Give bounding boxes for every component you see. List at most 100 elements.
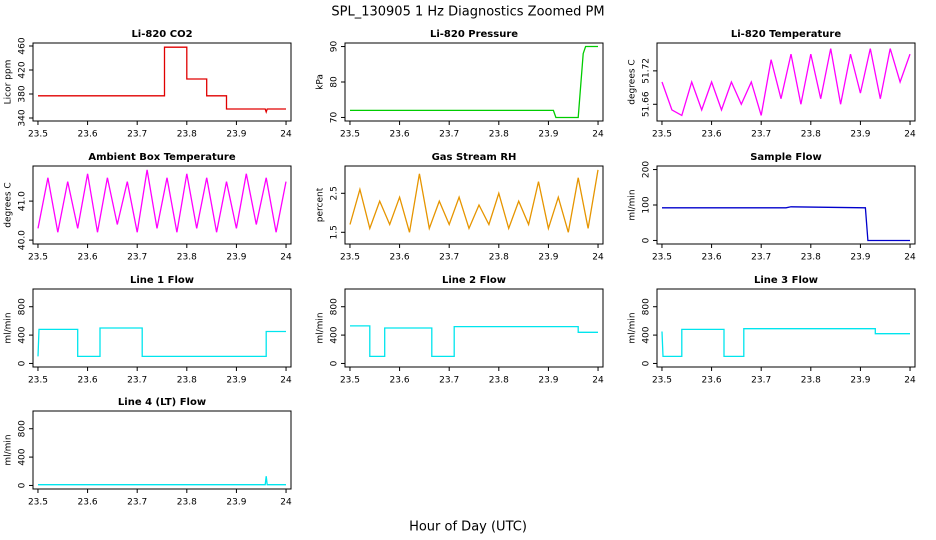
x-axis-label: Hour of Day (UTC) (409, 520, 527, 535)
y-axis-label: kPa (316, 74, 326, 90)
panel-title: Line 3 Flow (754, 275, 818, 286)
x-tick-label: 23.9 (226, 498, 246, 508)
panel-title: Line 2 Flow (442, 275, 506, 286)
y-axis-label: Licor ppm (4, 60, 14, 105)
x-tick-label: 23.5 (652, 376, 672, 386)
y-tick-label: 1.5 (330, 225, 340, 239)
x-tick-label: 24 (280, 130, 292, 140)
y-tick-label: 460 (18, 37, 28, 54)
x-tick-label: 23.5 (28, 253, 48, 263)
x-tick-label: 24 (592, 253, 604, 263)
y-axis-label: ml/min (628, 189, 638, 220)
x-tick-label: 23.5 (340, 130, 360, 140)
x-tick-label: 23.9 (850, 253, 870, 263)
plot-frame (344, 42, 604, 122)
x-tick-label: 23.8 (801, 376, 821, 386)
y-tick-label: 40.0 (18, 230, 28, 250)
plot-frame (344, 288, 604, 368)
y-tick-label: 0 (330, 360, 340, 366)
x-tick-label: 23.9 (850, 130, 870, 140)
data-line (661, 328, 910, 358)
x-tick-label: 24 (280, 253, 292, 263)
y-tick-label: 51.66 (642, 91, 652, 117)
y-axis-label: ml/min (316, 312, 326, 343)
panel-title: Line 4 (LT) Flow (118, 397, 206, 408)
panel-title: Sample Flow (750, 152, 822, 163)
plot-frame (32, 42, 292, 122)
y-tick-label: 400 (642, 326, 652, 343)
y-tick-label: 800 (18, 298, 28, 315)
data-line (350, 45, 598, 119)
x-tick-label: 23.5 (340, 376, 360, 386)
x-tick-label: 24 (280, 498, 292, 508)
x-tick-label: 23.5 (28, 498, 48, 508)
y-axis-label: ml/min (4, 312, 14, 343)
x-tick-label: 23.7 (751, 130, 771, 140)
x-tick-label: 24 (904, 130, 916, 140)
x-tick-label: 23.5 (652, 253, 672, 263)
y-tick-label: 800 (642, 298, 652, 315)
y-tick-label: 100 (642, 196, 652, 213)
y-tick-label: 800 (330, 298, 340, 315)
y-axis-label: degrees C (4, 182, 14, 227)
x-tick-label: 23.7 (127, 376, 147, 386)
panel-title: Gas Stream RH (432, 152, 517, 163)
x-tick-label: 23.8 (489, 376, 509, 386)
x-tick-label: 23.9 (538, 130, 558, 140)
x-tick-label: 23.9 (226, 253, 246, 263)
x-tick-label: 23.9 (538, 253, 558, 263)
x-tick-label: 23.5 (28, 376, 48, 386)
x-tick-label: 23.6 (78, 498, 98, 508)
x-tick-label: 23.7 (439, 376, 459, 386)
x-tick-label: 23.5 (28, 130, 48, 140)
x-tick-label: 23.9 (226, 376, 246, 386)
x-tick-label: 24 (592, 376, 604, 386)
x-tick-label: 23.8 (489, 253, 509, 263)
y-tick-label: 90 (330, 41, 340, 53)
panel-title: Line 1 Flow (130, 275, 194, 286)
y-tick-label: 51.72 (642, 58, 652, 84)
x-tick-label: 23.8 (489, 130, 509, 140)
x-tick-label: 23.9 (538, 376, 558, 386)
y-tick-label: 41.0 (18, 191, 28, 211)
y-tick-label: 2.5 (330, 186, 340, 200)
x-tick-label: 23.9 (226, 130, 246, 140)
y-tick-label: 400 (330, 326, 340, 343)
y-tick-label: 0 (642, 237, 652, 243)
x-tick-label: 24 (904, 376, 916, 386)
y-tick-label: 420 (18, 61, 28, 78)
figure-title: SPL_130905 1 Hz Diagnostics Zoomed PM (331, 5, 604, 20)
y-tick-label: 200 (642, 161, 652, 178)
data-line (37, 169, 287, 233)
y-tick-label: 380 (18, 85, 28, 102)
x-tick-label: 23.8 (177, 498, 197, 508)
x-tick-label: 23.6 (390, 253, 410, 263)
x-tick-label: 23.7 (439, 253, 459, 263)
data-line (37, 327, 286, 358)
panel-title: Li-820 Temperature (731, 29, 841, 40)
x-tick-label: 23.6 (702, 130, 722, 140)
y-tick-label: 70 (330, 111, 340, 123)
y-axis-label: degrees C (628, 59, 638, 104)
data-line (349, 169, 599, 233)
panel-title: Ambient Box Temperature (88, 152, 235, 163)
x-tick-label: 24 (592, 130, 604, 140)
y-axis-label: ml/min (628, 312, 638, 343)
x-tick-label: 23.6 (78, 253, 98, 263)
x-tick-label: 24 (280, 376, 292, 386)
x-tick-label: 23.7 (127, 253, 147, 263)
x-tick-label: 23.8 (177, 130, 197, 140)
x-tick-label: 23.6 (78, 376, 98, 386)
x-tick-label: 23.8 (801, 130, 821, 140)
y-tick-label: 80 (330, 76, 340, 88)
y-tick-label: 0 (18, 360, 28, 366)
data-line (661, 48, 911, 117)
data-line (662, 206, 910, 242)
y-tick-label: 0 (18, 482, 28, 488)
y-axis-label: percent (316, 187, 326, 222)
x-tick-label: 23.9 (850, 376, 870, 386)
x-tick-label: 23.8 (177, 253, 197, 263)
x-tick-label: 23.6 (78, 130, 98, 140)
y-tick-label: 340 (18, 109, 28, 126)
